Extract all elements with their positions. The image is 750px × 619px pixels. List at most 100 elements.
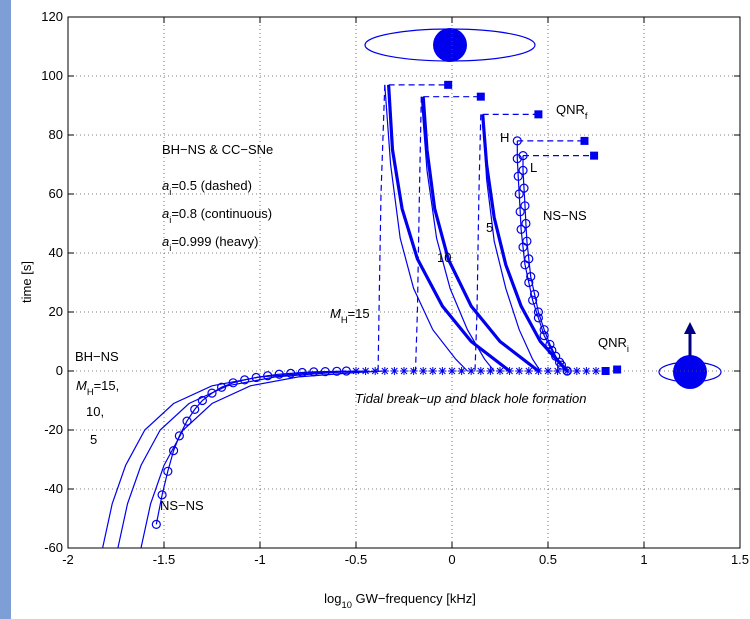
annotation: QNRf [556,102,588,121]
circle-marker [240,375,250,385]
annotation-sub: f [585,111,588,121]
circle-marker [529,289,540,299]
annotation-rest: =15 [348,306,370,321]
star-marker [352,367,360,375]
annotation-main: BH−NS & CC−SNe [162,142,273,157]
square-marker [580,136,589,145]
curve [414,96,422,372]
annotation: NS−NS [543,208,587,223]
circle-marker [533,307,544,317]
square-marker [476,92,485,101]
circle-marker [297,367,307,378]
curve [516,140,568,372]
y-tick-label: 120 [41,9,63,24]
star-marker [419,367,428,375]
circle-marker [163,466,173,476]
annotation: Tidal break−up and black hole formation [355,391,587,406]
curve [117,370,366,549]
circle-marker [169,446,179,456]
circle-marker [207,388,217,398]
annotation: BH−NS [75,349,119,364]
star-marker [544,367,552,375]
star-marker [524,367,533,375]
y-tick-label: -40 [44,481,63,496]
annotation: ai=0.5 (dashed) [162,178,252,197]
curve [421,96,540,373]
curve [481,114,569,373]
annotation: 5 [90,432,97,447]
annotation: BH−NS & CC−SNe [162,142,273,157]
curve [474,114,482,372]
x-tick-label: -0.5 [345,552,367,567]
y-axis-label: time [s] [19,261,34,303]
x-axis-label-rest: GW−frequency [kHz] [352,591,476,606]
x-axis-label-sub: 10 [342,600,352,610]
star-marker [380,367,389,375]
x-tick-label: 1 [640,552,647,567]
annotation-main: 5 [486,220,493,235]
curve [102,370,357,549]
circle-marker [332,366,342,376]
circle-marker [522,236,532,246]
circle-marker [518,165,528,175]
annotation-sub: i [169,215,171,225]
annotation: 10 [437,250,451,265]
square-marker [613,365,622,374]
star-marker [457,367,466,375]
circle-marker [515,207,525,217]
annotation: L [530,160,537,175]
circle-marker [157,490,167,500]
y-tick-label: 100 [41,68,63,83]
circle-marker [190,404,200,414]
spin-arrowhead [684,322,696,334]
star-marker [361,367,370,375]
curve [420,96,495,372]
annotation: MH=15 [330,306,370,325]
annotation: ai=0.999 (heavy) [162,234,258,253]
annotation-main: L [530,160,537,175]
annotation-sub: H [87,387,94,397]
star-marker [400,367,408,375]
annotation-sub: i [169,187,171,197]
circle-marker [263,371,273,381]
annotation: NS−NS [160,498,204,513]
annotation-main: 10 [437,250,451,265]
annotation-main: a [162,178,169,193]
circle-marker [512,154,522,164]
annotation: MH=15, [76,378,119,397]
star-marker [467,367,476,375]
circle-marker [519,183,529,193]
circle-marker [513,171,523,181]
y-tick-label: 0 [56,363,63,378]
star-marker [371,367,380,375]
circle-marker [551,351,561,361]
x-tick-label: -1 [254,552,266,567]
y-tick-label: 20 [49,304,63,319]
circle-marker [526,272,536,282]
plot-frame [67,16,741,549]
annotation: QNRi [598,335,629,354]
star-marker [572,367,581,375]
circle-marker [539,331,549,341]
annotation-main: QNR [598,335,627,350]
y-tick-label: -20 [44,422,63,437]
annotation-main: M [76,378,87,393]
annotation-rest: =0.8 (continuous) [171,206,272,221]
circle-marker [341,366,351,376]
circle-marker [217,382,227,392]
circle-marker [524,277,534,288]
x-tick-label: -2 [62,552,74,567]
x-axis-label-main: log [324,591,341,606]
curve [384,84,468,372]
star-marker [409,367,418,375]
star-marker [476,367,485,375]
circle-marker [545,339,555,350]
annotation-main: 5 [90,432,97,447]
star-marker [448,367,456,375]
star-marker [592,367,600,375]
circle-marker [520,201,530,211]
annotation-main: a [162,206,169,221]
curve [387,84,511,373]
annotation-main: NS−NS [160,498,204,513]
annotation: ai=0.8 (continuous) [162,206,272,225]
